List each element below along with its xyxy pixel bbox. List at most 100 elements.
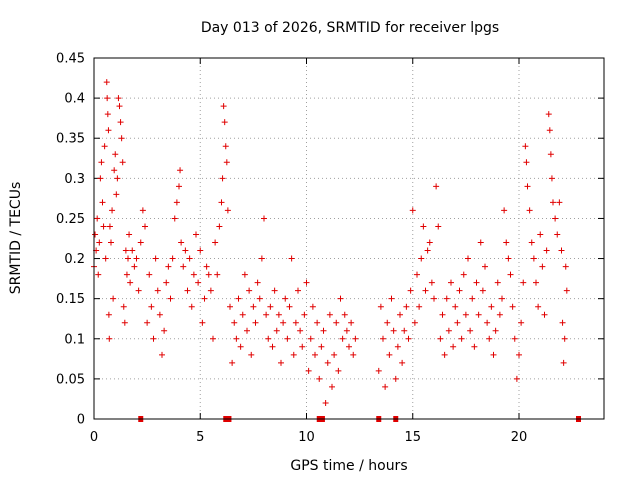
data-point bbox=[522, 143, 529, 150]
data-point bbox=[445, 327, 452, 334]
points-layer bbox=[91, 79, 570, 406]
data-point bbox=[399, 359, 406, 366]
y-tick-label: 0.4 bbox=[64, 92, 85, 107]
data-point bbox=[288, 255, 295, 262]
data-point bbox=[108, 239, 114, 246]
data-point bbox=[437, 335, 444, 342]
grid-layer bbox=[94, 58, 604, 419]
data-point bbox=[322, 399, 329, 406]
data-point bbox=[116, 103, 123, 110]
data-point bbox=[271, 287, 278, 294]
data-point bbox=[165, 263, 172, 270]
data-point bbox=[492, 327, 499, 334]
data-point bbox=[558, 247, 565, 254]
data-point bbox=[111, 167, 118, 174]
data-point bbox=[96, 239, 103, 246]
data-point bbox=[314, 319, 321, 326]
data-point bbox=[414, 271, 420, 278]
x-tick-label: 10 bbox=[298, 430, 315, 445]
data-point bbox=[524, 183, 531, 190]
data-point bbox=[471, 343, 478, 350]
data-point bbox=[523, 159, 530, 166]
data-point bbox=[150, 335, 157, 342]
y-tick-label: 0.45 bbox=[56, 52, 85, 67]
data-point bbox=[106, 223, 113, 230]
data-point bbox=[154, 287, 161, 294]
data-point bbox=[454, 319, 461, 326]
data-point bbox=[556, 199, 563, 206]
chart-title: Day 013 of 2026, SRMTID for receiver lpg… bbox=[201, 20, 499, 36]
data-point bbox=[231, 319, 238, 326]
data-point bbox=[123, 271, 130, 278]
data-point bbox=[479, 287, 486, 294]
data-point bbox=[546, 127, 553, 134]
data-point bbox=[390, 327, 397, 334]
data-point bbox=[161, 327, 168, 334]
data-point bbox=[539, 263, 546, 270]
data-point bbox=[261, 215, 267, 222]
data-point bbox=[482, 263, 488, 270]
data-point bbox=[177, 167, 184, 174]
data-point bbox=[467, 327, 474, 334]
data-point bbox=[244, 327, 250, 334]
data-point bbox=[407, 287, 414, 294]
data-point bbox=[239, 311, 246, 318]
data-point bbox=[505, 255, 512, 262]
x-tick-label: 5 bbox=[196, 430, 204, 445]
data-point bbox=[113, 191, 120, 198]
data-point bbox=[528, 239, 535, 246]
tick-layer: 0 0.05 0.1 0.15 0.2 0.25 0.3 0.35 0.4 0.45 0 5 10 15 2… bbox=[56, 52, 604, 445]
data-point bbox=[205, 271, 212, 278]
data-point bbox=[216, 223, 223, 230]
data-point bbox=[223, 159, 230, 166]
data-point bbox=[537, 231, 544, 238]
y-tick-label: 0.3 bbox=[64, 172, 85, 187]
data-point bbox=[112, 151, 119, 158]
data-point bbox=[297, 327, 304, 334]
y-axis-label: SRMTID / TECUs bbox=[8, 182, 24, 295]
data-point bbox=[420, 223, 427, 230]
data-point bbox=[494, 279, 501, 286]
data-point bbox=[104, 95, 111, 102]
y-tick-label: 0.05 bbox=[56, 372, 85, 387]
data-point bbox=[554, 231, 561, 238]
data-point bbox=[469, 295, 476, 302]
data-point bbox=[282, 295, 289, 302]
data-point bbox=[484, 319, 491, 326]
data-point bbox=[318, 343, 325, 350]
data-point bbox=[490, 351, 497, 358]
data-point bbox=[411, 319, 418, 326]
data-point bbox=[173, 199, 180, 206]
data-point bbox=[526, 207, 533, 214]
data-point bbox=[229, 359, 236, 366]
data-point bbox=[418, 255, 425, 262]
data-point bbox=[550, 199, 556, 206]
data-point bbox=[110, 295, 117, 302]
data-point bbox=[286, 303, 293, 310]
data-point bbox=[324, 359, 331, 366]
data-point bbox=[250, 303, 257, 310]
y-tick-label: 0 bbox=[77, 413, 85, 428]
data-point bbox=[533, 279, 539, 286]
data-point bbox=[346, 343, 352, 350]
data-point bbox=[435, 223, 442, 230]
x-tick-label: 20 bbox=[511, 430, 528, 445]
data-point bbox=[452, 303, 459, 310]
data-point bbox=[207, 287, 214, 294]
data-point bbox=[499, 295, 505, 302]
data-point bbox=[220, 103, 227, 110]
data-point bbox=[263, 311, 270, 318]
data-point bbox=[188, 303, 195, 310]
data-point bbox=[115, 95, 122, 102]
data-point bbox=[100, 223, 107, 230]
data-point bbox=[119, 159, 126, 166]
data-point bbox=[94, 215, 101, 222]
data-point bbox=[284, 335, 291, 342]
data-point bbox=[456, 287, 463, 294]
data-point bbox=[142, 223, 148, 230]
data-point bbox=[433, 183, 440, 190]
data-point bbox=[237, 343, 244, 350]
data-point bbox=[382, 383, 389, 390]
data-point bbox=[530, 255, 537, 262]
data-point bbox=[403, 303, 410, 310]
